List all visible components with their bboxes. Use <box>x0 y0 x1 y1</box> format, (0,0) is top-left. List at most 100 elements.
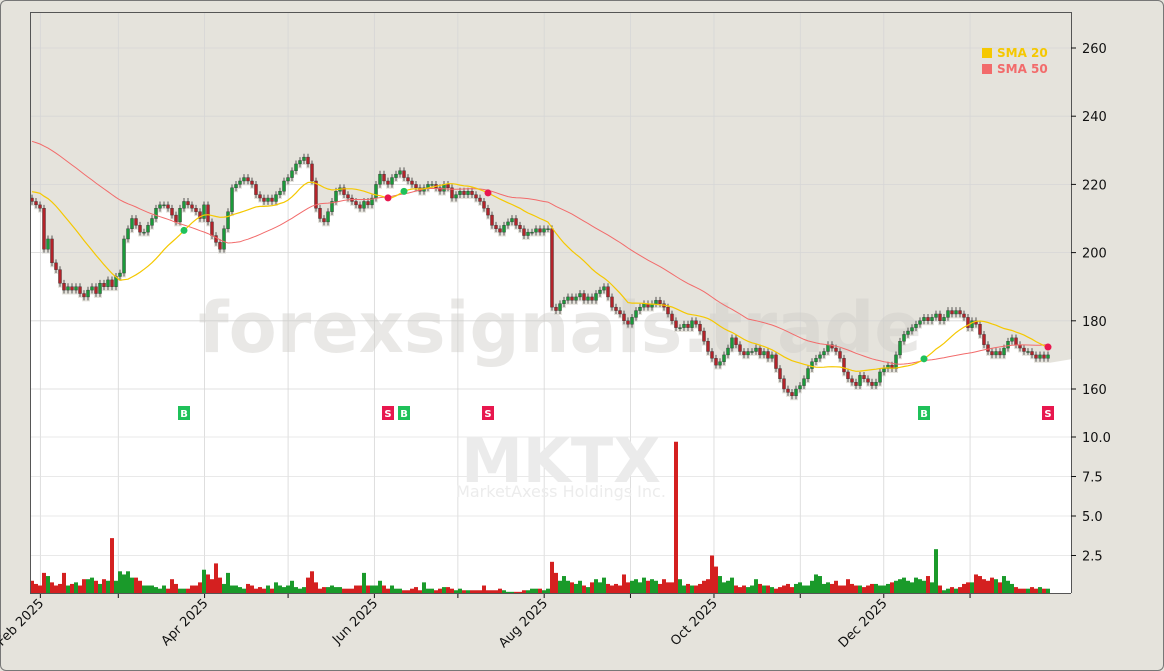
candle <box>982 334 986 345</box>
volume-bar <box>242 588 246 593</box>
candle <box>818 354 822 359</box>
volume-bar <box>74 582 78 593</box>
candle <box>822 351 826 356</box>
candle <box>74 286 78 291</box>
volume-bar <box>382 585 386 593</box>
candle <box>294 163 298 171</box>
volume-bar <box>106 580 110 593</box>
volume-bar <box>194 585 198 593</box>
volume-bar <box>586 587 590 593</box>
volume-bar <box>250 585 254 593</box>
candle <box>490 214 494 226</box>
candle <box>802 378 806 386</box>
candle <box>590 296 594 301</box>
volume-tick-label: 2.5 <box>1082 550 1103 565</box>
volume-bar <box>730 577 734 593</box>
volume-bar <box>890 582 894 593</box>
volume-bar <box>718 576 722 593</box>
price-fill-area <box>30 164 1071 427</box>
candle <box>466 191 470 195</box>
candle <box>938 313 942 322</box>
candle <box>122 238 126 274</box>
volume-bar <box>738 587 742 593</box>
candle <box>826 344 830 352</box>
volume-bar <box>594 579 598 593</box>
buy-signal-dot <box>180 226 188 234</box>
x-tick-label: Feb 2025 <box>0 596 47 649</box>
candle <box>266 197 270 202</box>
volume-bar <box>266 585 270 593</box>
candle <box>106 279 110 287</box>
volume-bar <box>534 588 538 593</box>
volume-bar <box>374 585 378 593</box>
candle <box>886 364 890 369</box>
volume-bar <box>30 580 34 593</box>
candle <box>894 354 898 369</box>
candle <box>98 283 102 294</box>
volume-bar <box>758 583 762 593</box>
candle <box>1026 351 1030 353</box>
volume-bar <box>54 585 58 593</box>
volume-bar <box>842 585 846 593</box>
candle <box>238 180 242 185</box>
candle <box>242 177 246 182</box>
volume-bar <box>366 585 370 593</box>
candle <box>450 187 454 199</box>
volume-bar <box>298 588 302 593</box>
candle <box>850 378 854 383</box>
volume-bar <box>254 588 258 593</box>
candle <box>414 184 418 189</box>
volume-bar <box>634 579 638 593</box>
site-watermark: forexsignals.trade <box>198 287 922 369</box>
volume-bar <box>970 582 974 593</box>
volume-bar <box>166 588 170 593</box>
x-tick-label: Oct 2025 <box>668 596 721 649</box>
volume-bar <box>810 580 814 593</box>
volume-bar <box>354 585 358 593</box>
candle <box>866 378 870 383</box>
candle <box>110 279 114 287</box>
volume-bar <box>650 579 654 593</box>
candle <box>254 184 258 195</box>
candle <box>1046 354 1050 359</box>
candle <box>950 310 954 315</box>
candle <box>698 324 702 332</box>
candle <box>546 228 550 230</box>
candle <box>402 170 406 178</box>
volume-bar <box>558 580 562 593</box>
volume-bar <box>1018 588 1022 593</box>
candle <box>446 184 450 189</box>
volume-bar <box>318 588 322 593</box>
volume-bar <box>762 585 766 593</box>
candle <box>986 344 990 352</box>
price-tick-label: 240 <box>1082 110 1107 125</box>
candle <box>914 324 918 328</box>
candle <box>330 201 334 212</box>
volume-bar <box>550 561 554 593</box>
volume-bar <box>118 571 122 593</box>
candle <box>506 221 510 226</box>
candle <box>1042 354 1046 359</box>
candle <box>618 310 622 315</box>
candle <box>966 317 970 328</box>
candle <box>1030 351 1034 356</box>
volume-bar <box>134 577 138 593</box>
volume-bar <box>542 590 546 593</box>
volume-bar <box>398 588 402 593</box>
volume-bar <box>706 579 710 593</box>
candle <box>994 351 998 356</box>
volume-bar <box>566 580 570 593</box>
candle <box>902 334 906 342</box>
candle <box>198 211 202 219</box>
volume-bar <box>446 587 450 593</box>
volume-bar <box>870 583 874 593</box>
volume-bar <box>70 583 74 593</box>
volume-bar <box>478 590 482 593</box>
candle <box>498 228 502 233</box>
volume-bar <box>162 585 166 593</box>
candle <box>926 317 930 322</box>
candle <box>978 324 982 335</box>
volume-bar <box>186 588 190 593</box>
candle <box>958 310 962 315</box>
volume-bar <box>746 587 750 593</box>
